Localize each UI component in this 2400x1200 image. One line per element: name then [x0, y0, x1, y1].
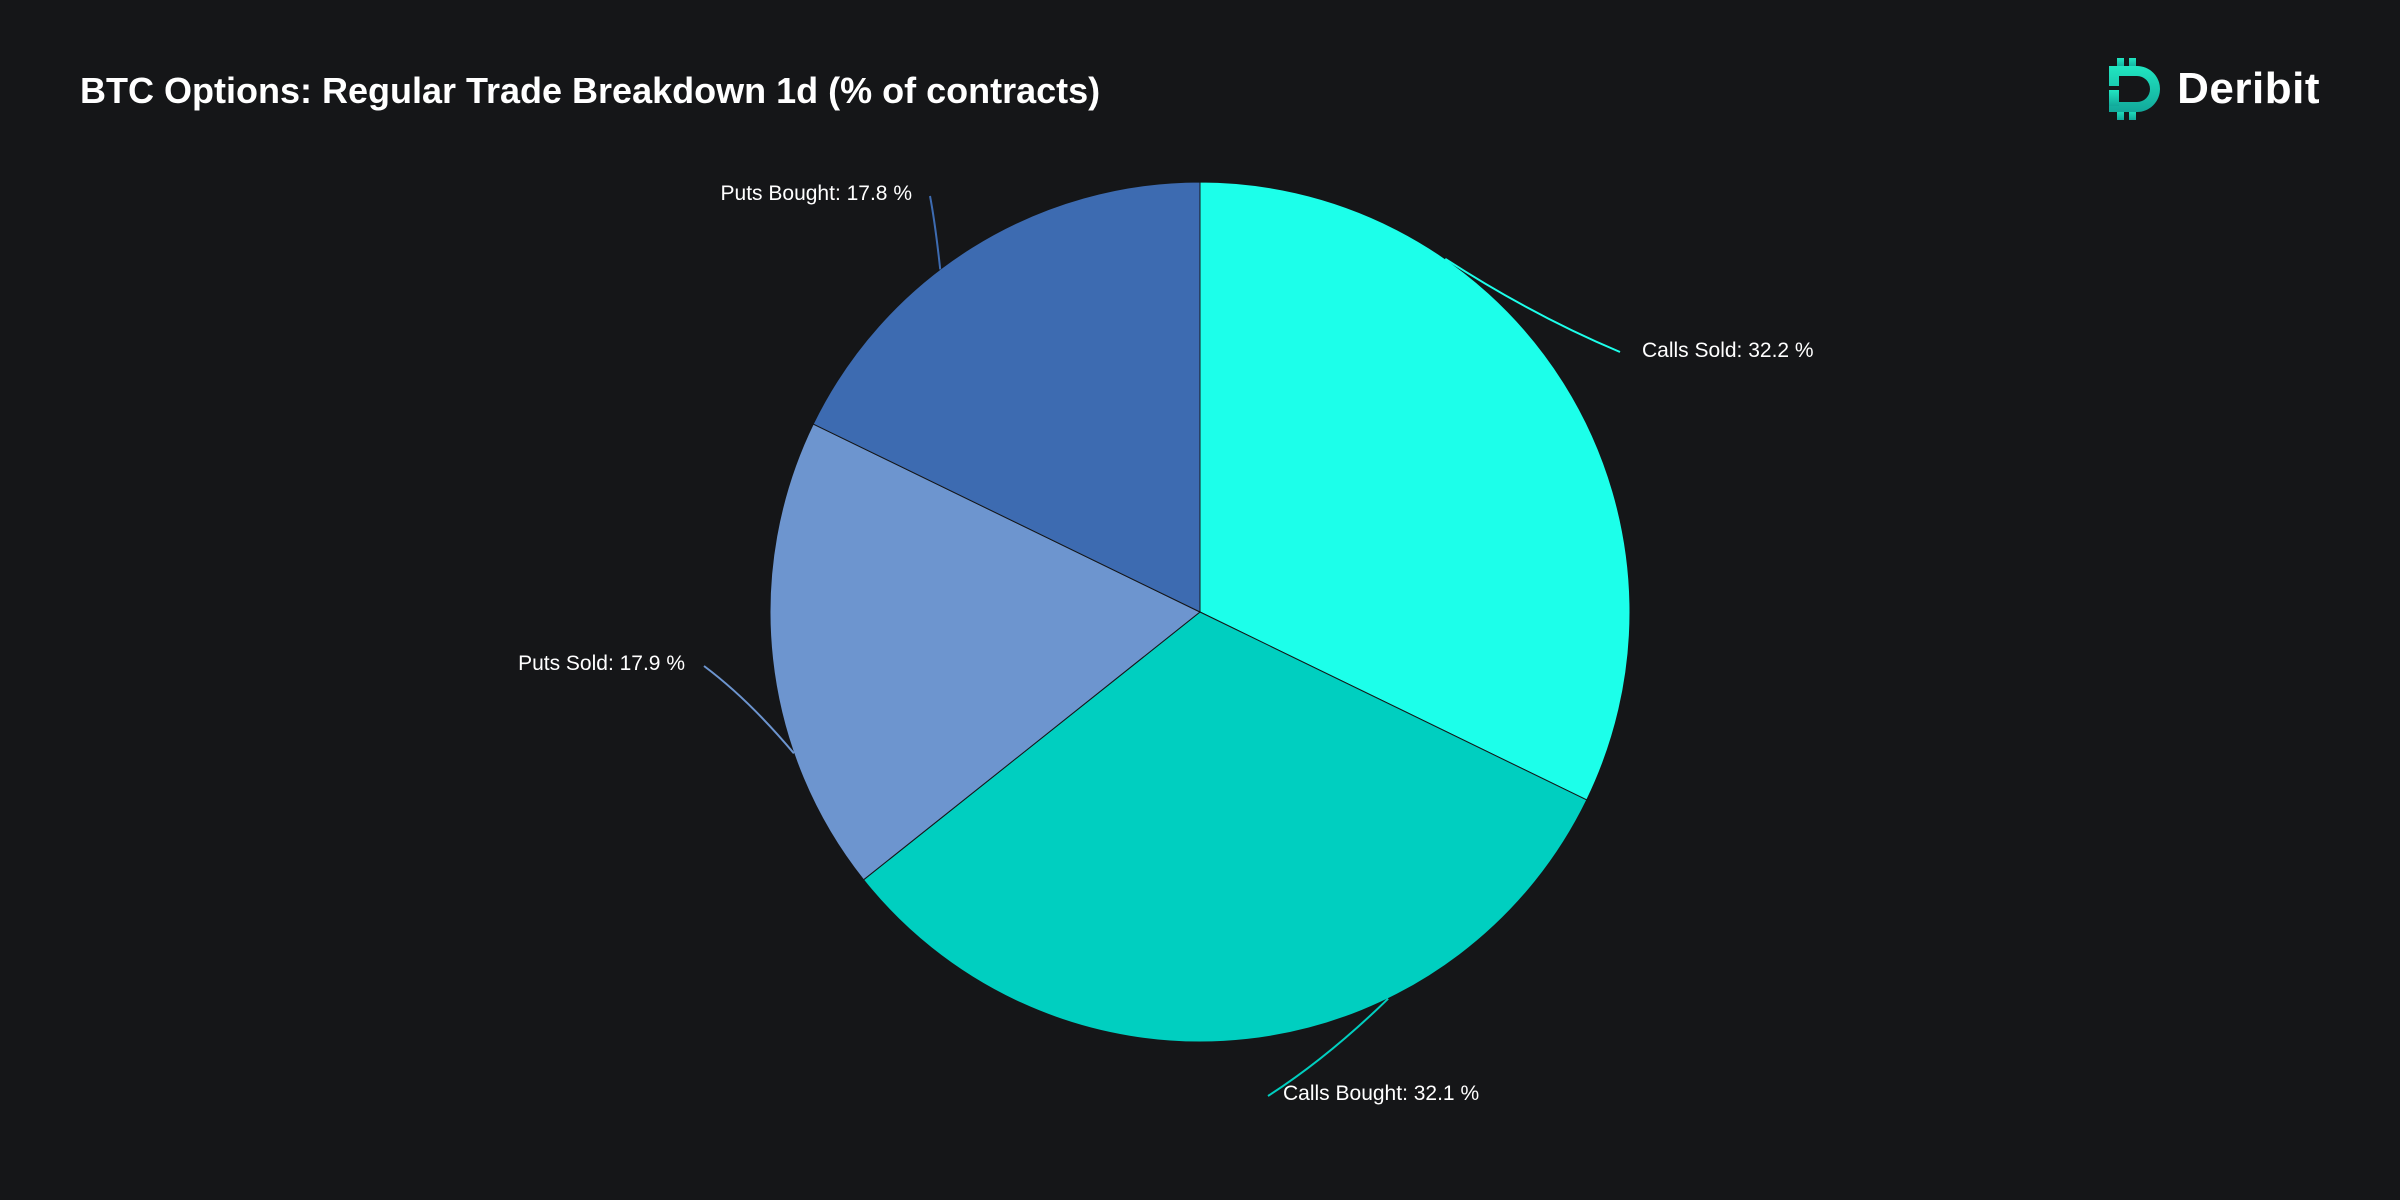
slice-data-label: Puts Sold: 17.9 % [518, 652, 685, 675]
slice-data-label: Puts Bought: 17.8 % [721, 182, 912, 205]
leader-line [929, 195, 942, 270]
deribit-logo-icon [2109, 58, 2161, 120]
leader-line [1444, 257, 1621, 353]
leader-line [1267, 997, 1389, 1097]
brand: Deribit [2105, 58, 2320, 120]
pie-slice-calls-bought[interactable] [862, 611, 1588, 1043]
pie-slice-calls-sold[interactable] [1199, 181, 1631, 801]
leader-line [703, 665, 795, 754]
chart-title: BTC Options: Regular Trade Breakdown 1d … [80, 70, 1101, 111]
pie-slice-puts-bought[interactable] [812, 181, 1201, 613]
slice-data-label: Calls Sold: 32.2 % [1642, 339, 1814, 362]
slice-data-label: Calls Bought: 32.1 % [1283, 1082, 1479, 1105]
brand-name: Deribit [2177, 64, 2320, 113]
pie-labels: Calls Sold: 32.2 % Calls Bought: 32.1 % Pu… [518, 182, 1814, 1105]
pie-slice-puts-sold[interactable] [769, 423, 1201, 881]
pie-slices [769, 181, 1631, 1043]
